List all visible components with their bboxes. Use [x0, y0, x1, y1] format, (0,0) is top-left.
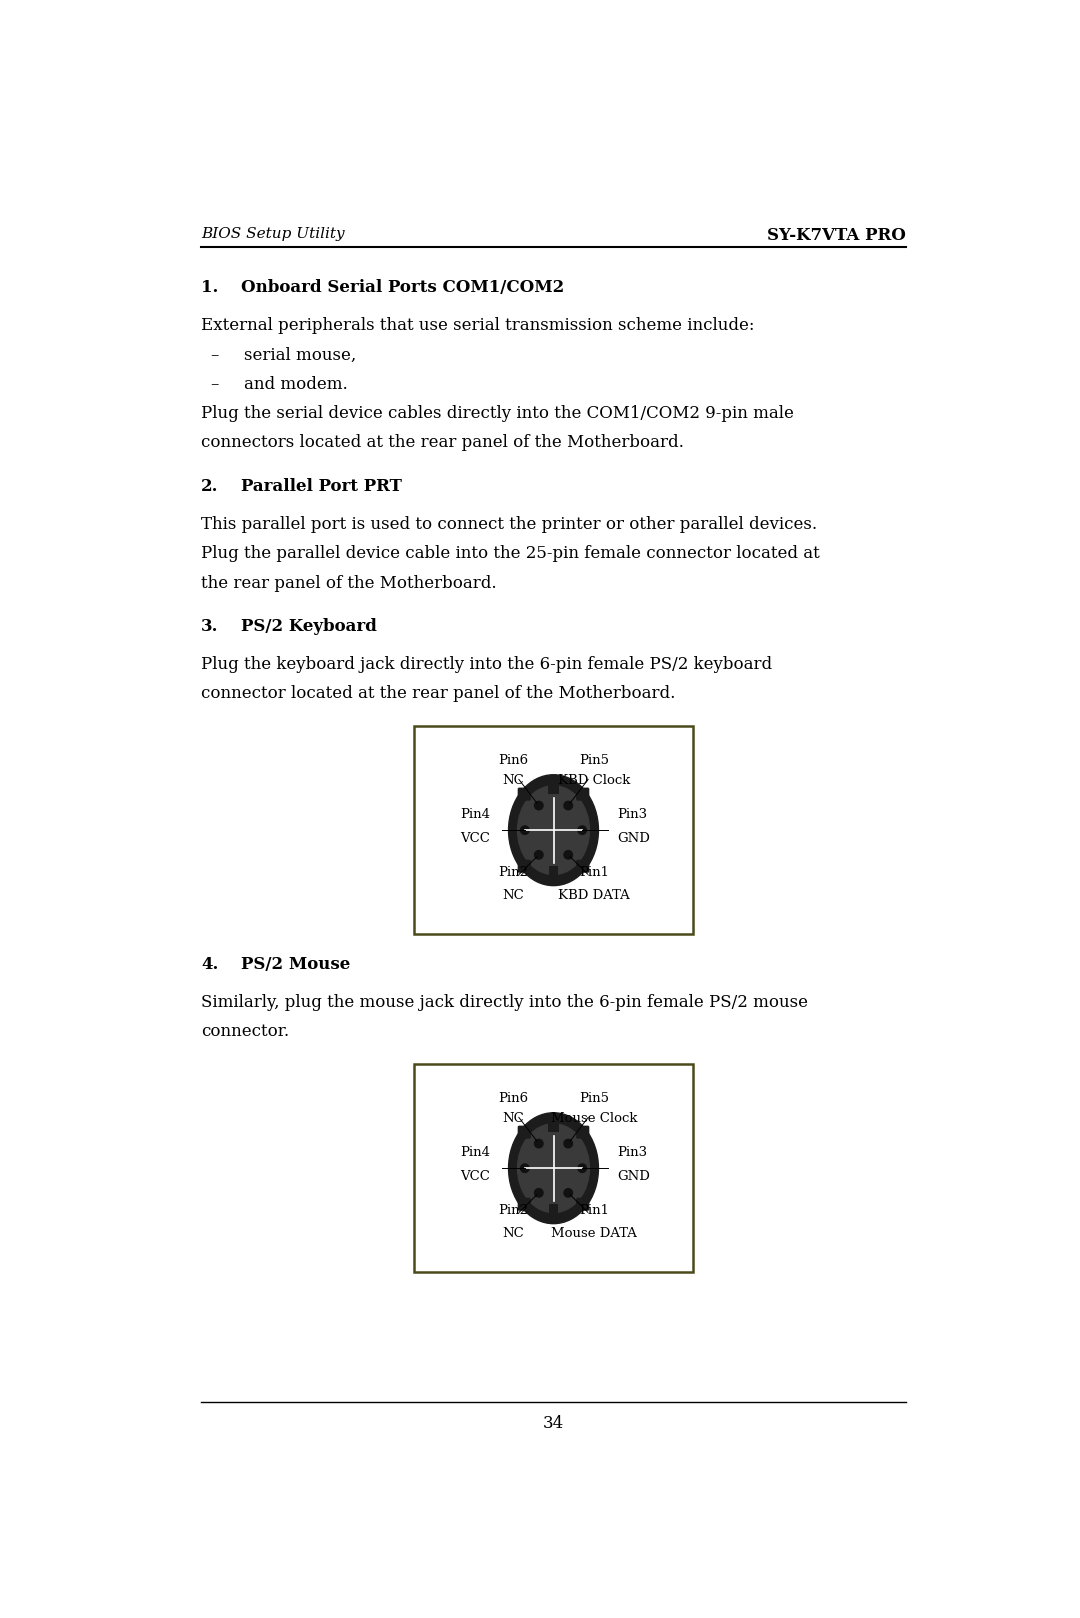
FancyBboxPatch shape	[414, 726, 693, 934]
Circle shape	[564, 1189, 572, 1197]
FancyBboxPatch shape	[576, 859, 590, 872]
Text: serial mouse,: serial mouse,	[243, 346, 355, 364]
Text: NC: NC	[502, 1226, 524, 1239]
Ellipse shape	[517, 786, 590, 875]
Text: connector located at the rear panel of the Motherboard.: connector located at the rear panel of t…	[201, 686, 675, 702]
Text: Plug the parallel device cable into the 25-pin female connector located at: Plug the parallel device cable into the …	[201, 545, 820, 563]
Ellipse shape	[517, 1125, 590, 1212]
FancyBboxPatch shape	[576, 1197, 590, 1210]
Text: –: –	[211, 375, 218, 393]
Ellipse shape	[509, 1113, 598, 1223]
FancyBboxPatch shape	[517, 1197, 531, 1210]
Text: Mouse DATA: Mouse DATA	[551, 1226, 637, 1239]
Circle shape	[535, 851, 543, 859]
Text: Pin5: Pin5	[579, 1092, 609, 1105]
Text: Parallel Port PRT: Parallel Port PRT	[241, 477, 402, 495]
FancyBboxPatch shape	[548, 780, 559, 794]
FancyBboxPatch shape	[576, 788, 590, 801]
Text: NC: NC	[502, 773, 524, 786]
Text: PS/2 Mouse: PS/2 Mouse	[241, 956, 350, 972]
Circle shape	[521, 1163, 529, 1173]
Text: VCC: VCC	[460, 832, 490, 845]
Text: Pin4: Pin4	[460, 1146, 490, 1158]
FancyBboxPatch shape	[549, 866, 558, 877]
Text: and modem.: and modem.	[243, 375, 348, 393]
Text: 2.: 2.	[201, 477, 218, 495]
Text: Pin1: Pin1	[579, 1204, 609, 1217]
FancyBboxPatch shape	[548, 1118, 559, 1133]
Text: Similarly, plug the mouse jack directly into the 6-pin female PS/2 mouse: Similarly, plug the mouse jack directly …	[201, 993, 808, 1011]
Text: Pin3: Pin3	[617, 1146, 647, 1158]
FancyBboxPatch shape	[414, 1065, 693, 1272]
Text: 34: 34	[543, 1416, 564, 1432]
Circle shape	[578, 825, 586, 835]
Text: This parallel port is used to connect the printer or other parallel devices.: This parallel port is used to connect th…	[201, 516, 816, 532]
Text: Pin2: Pin2	[498, 1204, 528, 1217]
Text: BIOS Setup Utility: BIOS Setup Utility	[201, 227, 345, 241]
Text: Pin4: Pin4	[460, 807, 490, 820]
Text: Plug the keyboard jack directly into the 6-pin female PS/2 keyboard: Plug the keyboard jack directly into the…	[201, 657, 772, 673]
Text: KBD Clock: KBD Clock	[557, 773, 630, 786]
Text: connector.: connector.	[201, 1024, 289, 1040]
Circle shape	[535, 801, 543, 809]
Text: Pin6: Pin6	[498, 754, 528, 767]
Circle shape	[564, 801, 572, 809]
Text: SY-K7VTA PRO: SY-K7VTA PRO	[767, 227, 906, 244]
Text: Plug the serial device cables directly into the COM1/COM2 9-pin male: Plug the serial device cables directly i…	[201, 404, 794, 422]
Text: connectors located at the rear panel of the Motherboard.: connectors located at the rear panel of …	[201, 434, 684, 451]
Circle shape	[564, 851, 572, 859]
Text: Pin2: Pin2	[498, 867, 528, 880]
Text: 3.: 3.	[201, 618, 218, 634]
Circle shape	[564, 1139, 572, 1147]
Text: GND: GND	[617, 1170, 650, 1183]
Text: PS/2 Keyboard: PS/2 Keyboard	[241, 618, 377, 634]
Text: Pin6: Pin6	[498, 1092, 528, 1105]
Text: Pin5: Pin5	[579, 754, 609, 767]
Text: –: –	[211, 346, 218, 364]
Text: Onboard Serial Ports COM1/COM2: Onboard Serial Ports COM1/COM2	[241, 278, 565, 296]
Text: 1.: 1.	[201, 278, 218, 296]
FancyBboxPatch shape	[517, 788, 531, 801]
Text: KBD DATA: KBD DATA	[558, 888, 630, 901]
Text: Pin1: Pin1	[579, 867, 609, 880]
Circle shape	[578, 1163, 586, 1173]
FancyBboxPatch shape	[576, 1126, 590, 1139]
Text: VCC: VCC	[460, 1170, 490, 1183]
FancyBboxPatch shape	[549, 1204, 558, 1215]
Text: NC: NC	[502, 1112, 524, 1125]
Text: Pin3: Pin3	[617, 807, 647, 820]
Text: NC: NC	[502, 888, 524, 901]
Ellipse shape	[509, 775, 598, 885]
FancyBboxPatch shape	[517, 1126, 531, 1139]
Text: GND: GND	[617, 832, 650, 845]
FancyBboxPatch shape	[517, 859, 531, 872]
Circle shape	[521, 825, 529, 835]
Text: External peripherals that use serial transmission scheme include:: External peripherals that use serial tra…	[201, 317, 754, 335]
Text: 4.: 4.	[201, 956, 218, 972]
Circle shape	[535, 1189, 543, 1197]
Text: Mouse Clock: Mouse Clock	[551, 1112, 637, 1125]
Circle shape	[535, 1139, 543, 1147]
Text: the rear panel of the Motherboard.: the rear panel of the Motherboard.	[201, 574, 497, 592]
